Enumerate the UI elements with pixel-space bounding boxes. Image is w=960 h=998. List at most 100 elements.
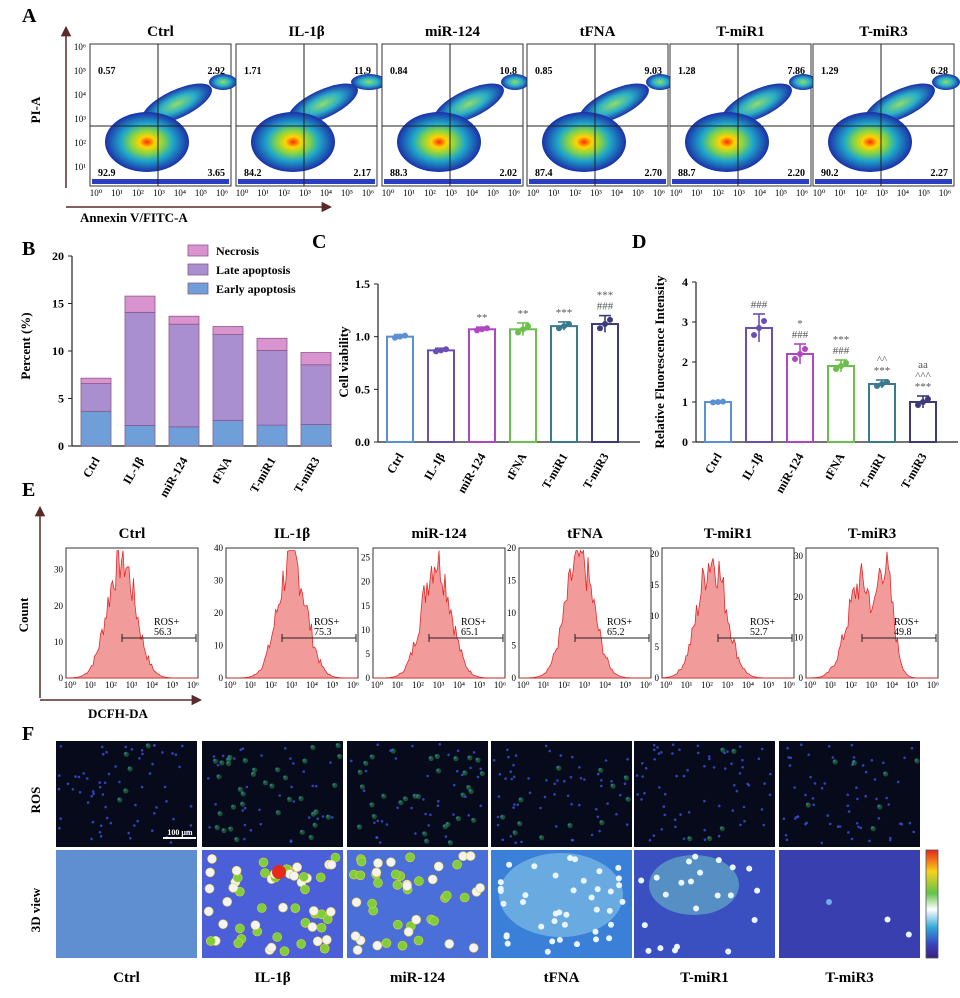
nucleus-dot: [870, 826, 874, 829]
surface-peak: [552, 872, 559, 879]
flow-main-population: [105, 112, 189, 172]
y-tick-label: 10: [214, 641, 224, 651]
bar-late-apoptosis: [168, 323, 200, 428]
x-tick-label: 10⁶: [494, 680, 506, 690]
x-tick-label: 10⁴: [897, 188, 909, 198]
nucleus-dot: [283, 775, 286, 779]
nucleus-dot: [885, 796, 888, 800]
nucleus-dot: [86, 801, 90, 804]
y-tick-label: 20: [54, 601, 64, 611]
nucleus-dot: [514, 754, 518, 757]
flow-plot-title: T-miR1: [716, 24, 765, 40]
nucleus-dot: [436, 768, 439, 772]
nucleus-dot: [548, 749, 551, 753]
nucleus-dot: [782, 817, 786, 820]
nucleus-dot: [656, 746, 659, 749]
nucleus-dot: [712, 766, 716, 769]
surface-peak: [608, 921, 614, 928]
ros-signal: [225, 757, 232, 763]
ros-signal: [369, 802, 375, 808]
ros-signal: [287, 796, 293, 803]
nucleus-dot: [743, 819, 746, 823]
nucleus-dot: [240, 791, 244, 795]
histogram-title: miR-124: [412, 526, 467, 542]
x-tick-label: T-miR1: [247, 455, 279, 496]
flow-bottom-band: [529, 179, 666, 184]
nucleus-dot: [570, 802, 573, 806]
surface-peak: [567, 855, 574, 861]
nucleus-dot: [276, 810, 279, 813]
x-tick-label: Ctrl: [702, 450, 725, 476]
nucleus-dot: [464, 795, 467, 799]
flow-double-positive: [351, 74, 387, 90]
significance-mark: ^^: [877, 354, 888, 366]
nucleus-dot: [708, 755, 711, 758]
data-point: [397, 333, 403, 340]
data-point: [843, 360, 849, 366]
y-tick-label: 20: [52, 249, 64, 263]
x-tick-label: 10⁴: [742, 680, 754, 690]
nucleus-dot: [453, 756, 457, 759]
x-tick-label: 10⁵: [487, 188, 499, 198]
ros-signal: [227, 754, 233, 761]
surface-peak: [308, 906, 319, 916]
surface-peak: [678, 879, 685, 886]
y-tick-label: 20: [214, 608, 224, 618]
nucleus-dot: [856, 797, 859, 801]
x-tick-label: 10³: [590, 188, 602, 198]
surface-peak: [203, 906, 214, 917]
x-tick-label: 10⁵: [918, 188, 930, 198]
ros-gate-value: 75.3: [314, 627, 332, 638]
ros-signal: [466, 784, 472, 791]
ros-signal: [363, 760, 369, 766]
nucleus-dot: [686, 768, 689, 772]
nucleus-dot: [422, 798, 425, 801]
ros-image-bg: [491, 741, 632, 847]
nucleus-dot: [284, 747, 287, 750]
nucleus-dot: [416, 794, 419, 797]
y-tick-label: 10³: [74, 114, 86, 124]
surface-peak: [326, 859, 337, 870]
bar-necrosis: [256, 337, 288, 351]
surface-3d-0: [56, 850, 197, 958]
nucleus-dot: [321, 815, 325, 818]
x-tick-label: IL-1β: [421, 451, 448, 483]
nucleus-dot: [730, 762, 733, 765]
nucleus-dot: [864, 794, 867, 798]
data-point: [756, 325, 762, 331]
nucleus-dot: [249, 828, 253, 832]
y-tick-label: 10: [54, 637, 64, 647]
nucleus-dot: [370, 754, 373, 758]
ros-signal: [230, 804, 237, 810]
surface-peak: [260, 868, 270, 878]
nucleus-dot: [741, 766, 744, 769]
nucleus-dot: [682, 837, 686, 841]
x-tick-label: T-miR1: [539, 451, 571, 492]
nucleus-dot: [513, 803, 516, 806]
nucleus-dot: [861, 764, 865, 767]
surface-peak: [594, 886, 601, 893]
surface-3d-2: [347, 850, 488, 958]
ros-signal: [221, 828, 227, 834]
ros-signal: [471, 817, 477, 823]
x-tick-label: 10⁰: [804, 680, 817, 690]
ros-signal: [720, 747, 726, 753]
surface-peak: [319, 943, 330, 954]
nucleus-dot: [723, 751, 726, 755]
x-tick-label: 10⁵: [619, 680, 631, 690]
nucleus-dot: [226, 757, 229, 761]
nucleus-dot: [784, 834, 788, 837]
surface-peak: [325, 906, 336, 917]
x-tick-label: 10⁶: [508, 188, 520, 198]
x-tick-label: 10³: [876, 188, 888, 198]
ros-signal: [332, 782, 338, 789]
nucleus-dot: [641, 775, 644, 778]
x-tick-label: 10¹: [681, 680, 693, 690]
nucleus-dot: [877, 817, 881, 820]
surface-peak: [570, 887, 577, 894]
quadrant-ll: 92.9: [98, 168, 116, 179]
nucleus-dot: [91, 790, 95, 793]
significance-mark: *: [797, 318, 803, 330]
histogram-area: [805, 551, 938, 679]
